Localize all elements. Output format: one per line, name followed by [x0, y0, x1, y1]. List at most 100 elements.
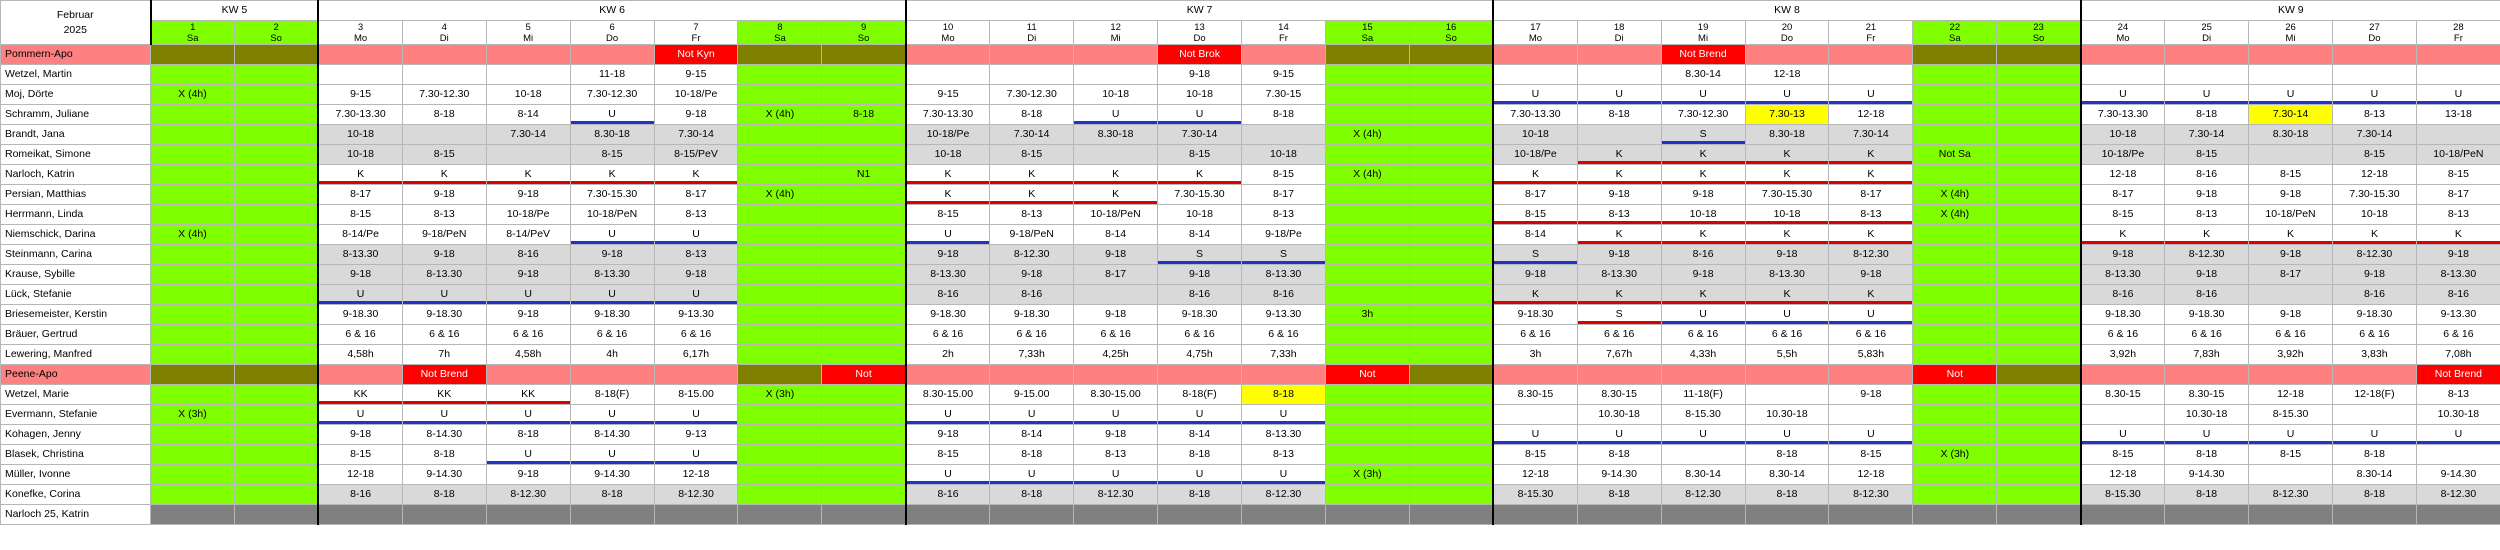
shift-cell[interactable]: 7,08h [2415, 344, 2500, 365]
shift-cell[interactable]: 7.30-13.30 [317, 104, 403, 125]
shift-cell[interactable] [1660, 504, 1746, 525]
shift-cell[interactable] [1996, 224, 2082, 245]
shift-cell[interactable]: 7.30-14 [2331, 124, 2417, 145]
shift-cell[interactable]: 6 & 16 [1073, 324, 1159, 345]
shift-cell[interactable]: 10-18 [2331, 204, 2417, 225]
shift-cell[interactable]: K [569, 164, 655, 185]
duty-cell[interactable] [1157, 364, 1242, 385]
shift-cell[interactable]: X (4h) [1324, 124, 1410, 145]
shift-cell[interactable]: 9-14.30 [2164, 464, 2250, 485]
shift-cell[interactable]: 8-17 [2079, 184, 2166, 205]
shift-cell[interactable]: 8-15 [2079, 204, 2166, 225]
shift-cell[interactable] [150, 344, 235, 365]
shift-cell[interactable]: 7.30-13 [1744, 104, 1830, 125]
shift-cell[interactable]: 3h [1492, 344, 1578, 365]
employee-name[interactable]: Krause, Sybille [0, 264, 151, 285]
shift-cell[interactable]: 10-18/PeN [2415, 144, 2500, 165]
duty-cell[interactable]: Not Brend [401, 364, 487, 385]
shift-cell[interactable]: X (3h) [150, 404, 235, 425]
employee-name[interactable]: Konefke, Corina [0, 484, 151, 505]
shift-cell[interactable]: 8-13.30 [1576, 264, 1662, 285]
shift-cell[interactable]: U [1241, 404, 1326, 425]
shift-cell[interactable] [2415, 444, 2500, 465]
shift-cell[interactable]: K [1828, 144, 1914, 165]
shift-cell[interactable] [1408, 444, 1494, 465]
shift-cell[interactable] [1576, 504, 1662, 525]
shift-cell[interactable]: 9-18 [1492, 264, 1578, 285]
duty-cell[interactable] [2415, 44, 2500, 65]
shift-cell[interactable] [1408, 184, 1494, 205]
duty-cell[interactable] [1576, 44, 1662, 65]
shift-cell[interactable] [737, 264, 823, 285]
shift-cell[interactable]: 8-15 [1828, 444, 1914, 465]
shift-cell[interactable]: 9-18 [1157, 264, 1242, 285]
shift-cell[interactable]: 8-15 [1492, 444, 1578, 465]
shift-cell[interactable] [2415, 64, 2500, 85]
shift-cell[interactable]: 9-15 [653, 64, 739, 85]
shift-cell[interactable]: 9-18.30 [569, 304, 655, 325]
shift-cell[interactable]: 8-18 [2331, 484, 2417, 505]
shift-cell[interactable]: 12-18 [2079, 164, 2166, 185]
shift-cell[interactable]: 8.30-18 [1073, 124, 1159, 145]
shift-cell[interactable]: 8-14 [1073, 224, 1159, 245]
shift-cell[interactable] [233, 404, 319, 425]
shift-cell[interactable]: 7.30-14 [485, 124, 571, 145]
shift-cell[interactable]: 10-18/Pe [2079, 144, 2166, 165]
shift-cell[interactable]: 7.30-12.30 [569, 84, 655, 105]
shift-cell[interactable]: X (3h) [1324, 464, 1410, 485]
shift-cell[interactable]: 8-15/PeV [653, 144, 739, 165]
shift-cell[interactable]: 7,33h [989, 344, 1075, 365]
duty-cell[interactable] [1912, 44, 1998, 65]
shift-cell[interactable] [1408, 464, 1494, 485]
shift-cell[interactable]: 9-18 [1744, 244, 1830, 265]
shift-cell[interactable]: 9-18.30 [1157, 304, 1242, 325]
shift-cell[interactable]: 10-18/PeN [1073, 204, 1159, 225]
shift-cell[interactable]: 6 & 16 [485, 324, 571, 345]
shift-cell[interactable]: 9-18 [485, 464, 571, 485]
shift-cell[interactable]: 12-18 [317, 464, 403, 485]
shift-cell[interactable]: 12-18 [653, 464, 739, 485]
shift-cell[interactable] [737, 284, 823, 305]
shift-cell[interactable]: 9-18.30 [317, 304, 403, 325]
shift-cell[interactable]: 4,33h [1660, 344, 1746, 365]
shift-cell[interactable]: 8-14 [1157, 424, 1242, 445]
duty-cell[interactable] [317, 364, 403, 385]
shift-cell[interactable] [233, 444, 319, 465]
shift-cell[interactable]: 9-18 [485, 304, 571, 325]
shift-cell[interactable]: 10-18 [1157, 84, 1242, 105]
shift-cell[interactable]: U [989, 404, 1075, 425]
shift-cell[interactable]: 8-15 [2331, 144, 2417, 165]
employee-name[interactable]: Narloch, Katrin [0, 164, 151, 185]
shift-cell[interactable]: 2h [904, 344, 991, 365]
duty-cell[interactable] [737, 44, 823, 65]
shift-cell[interactable] [233, 484, 319, 505]
shift-cell[interactable]: 9-18 [2079, 244, 2166, 265]
shift-cell[interactable] [233, 344, 319, 365]
shift-cell[interactable] [317, 64, 403, 85]
shift-cell[interactable]: 8-18 [401, 484, 487, 505]
shift-cell[interactable]: X (4h) [1912, 204, 1998, 225]
duty-cell[interactable]: Not [821, 364, 907, 385]
shift-cell[interactable]: K [1576, 284, 1662, 305]
shift-cell[interactable]: 9-18 [2415, 244, 2500, 265]
shift-cell[interactable]: 8-16 [904, 484, 991, 505]
shift-cell[interactable] [904, 64, 991, 85]
shift-cell[interactable]: 5,5h [1744, 344, 1830, 365]
employee-name[interactable]: Kohagen, Jenny [0, 424, 151, 445]
shift-cell[interactable]: U [989, 464, 1075, 485]
shift-cell[interactable]: 8-15 [904, 444, 991, 465]
shift-cell[interactable]: 9-14.30 [2415, 464, 2500, 485]
shift-cell[interactable]: 4,58h [485, 344, 571, 365]
shift-cell[interactable]: U [1157, 104, 1242, 125]
duty-cell[interactable] [2331, 364, 2417, 385]
shift-cell[interactable]: 8-18 [989, 484, 1075, 505]
shift-cell[interactable] [233, 464, 319, 485]
shift-cell[interactable] [1324, 144, 1410, 165]
shift-cell[interactable]: 8-16 [1660, 244, 1746, 265]
shift-cell[interactable]: U [1828, 424, 1914, 445]
shift-cell[interactable]: K [1073, 164, 1159, 185]
shift-cell[interactable]: K [989, 184, 1075, 205]
shift-cell[interactable] [233, 244, 319, 265]
shift-cell[interactable]: X (4h) [150, 224, 235, 245]
shift-cell[interactable]: X (3h) [737, 384, 823, 405]
